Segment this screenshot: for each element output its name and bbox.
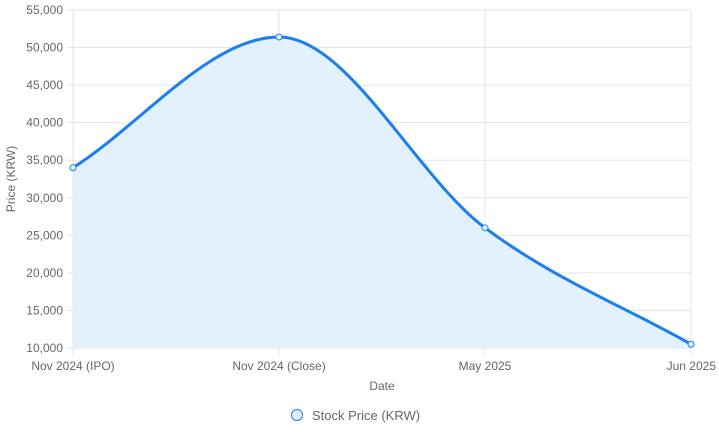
x-tick-label: Nov 2024 (Close)	[232, 359, 325, 373]
line-layer	[71, 35, 693, 346]
x-axis-title: Date	[369, 379, 395, 393]
x-tick-labels: Nov 2024 (IPO) Nov 2024 (Close) May 2025 Ju…	[31, 359, 716, 373]
y-tick-label: 30,000	[26, 191, 63, 205]
y-tick-label: 55,000	[26, 3, 63, 17]
y-tick-label: 50,000	[26, 41, 63, 55]
y-tick-label: 10,000	[26, 341, 63, 355]
legend-marker-icon	[291, 409, 303, 421]
y-tick-label: 40,000	[26, 116, 63, 130]
data-point[interactable]	[481, 224, 489, 232]
series-line	[71, 35, 693, 346]
series-area-fill	[73, 37, 691, 348]
x-tick-label: May 2025	[459, 359, 512, 373]
legend-label: Stock Price (KRW)	[312, 408, 420, 423]
data-point[interactable]	[687, 340, 695, 348]
x-tick-label: Jun 2025	[667, 359, 717, 373]
legend[interactable]: Stock Price (KRW)	[291, 408, 421, 423]
points-layer	[69, 33, 695, 348]
y-tick-label: 25,000	[26, 228, 63, 242]
data-point[interactable]	[275, 33, 283, 41]
x-tick-label: Nov 2024 (IPO)	[31, 359, 114, 373]
y-tick-label: 15,000	[26, 303, 63, 317]
y-axis-title: Price (KRW)	[4, 146, 18, 212]
y-tick-label: 20,000	[26, 266, 63, 280]
y-tick-label: 35,000	[26, 153, 63, 167]
data-point[interactable]	[69, 164, 77, 172]
y-tick-labels: 10,000 15,000 20,000 25,000 30,000 35,000 40,0…	[26, 3, 63, 355]
y-tick-label: 45,000	[26, 78, 63, 92]
area-layer	[73, 37, 691, 348]
